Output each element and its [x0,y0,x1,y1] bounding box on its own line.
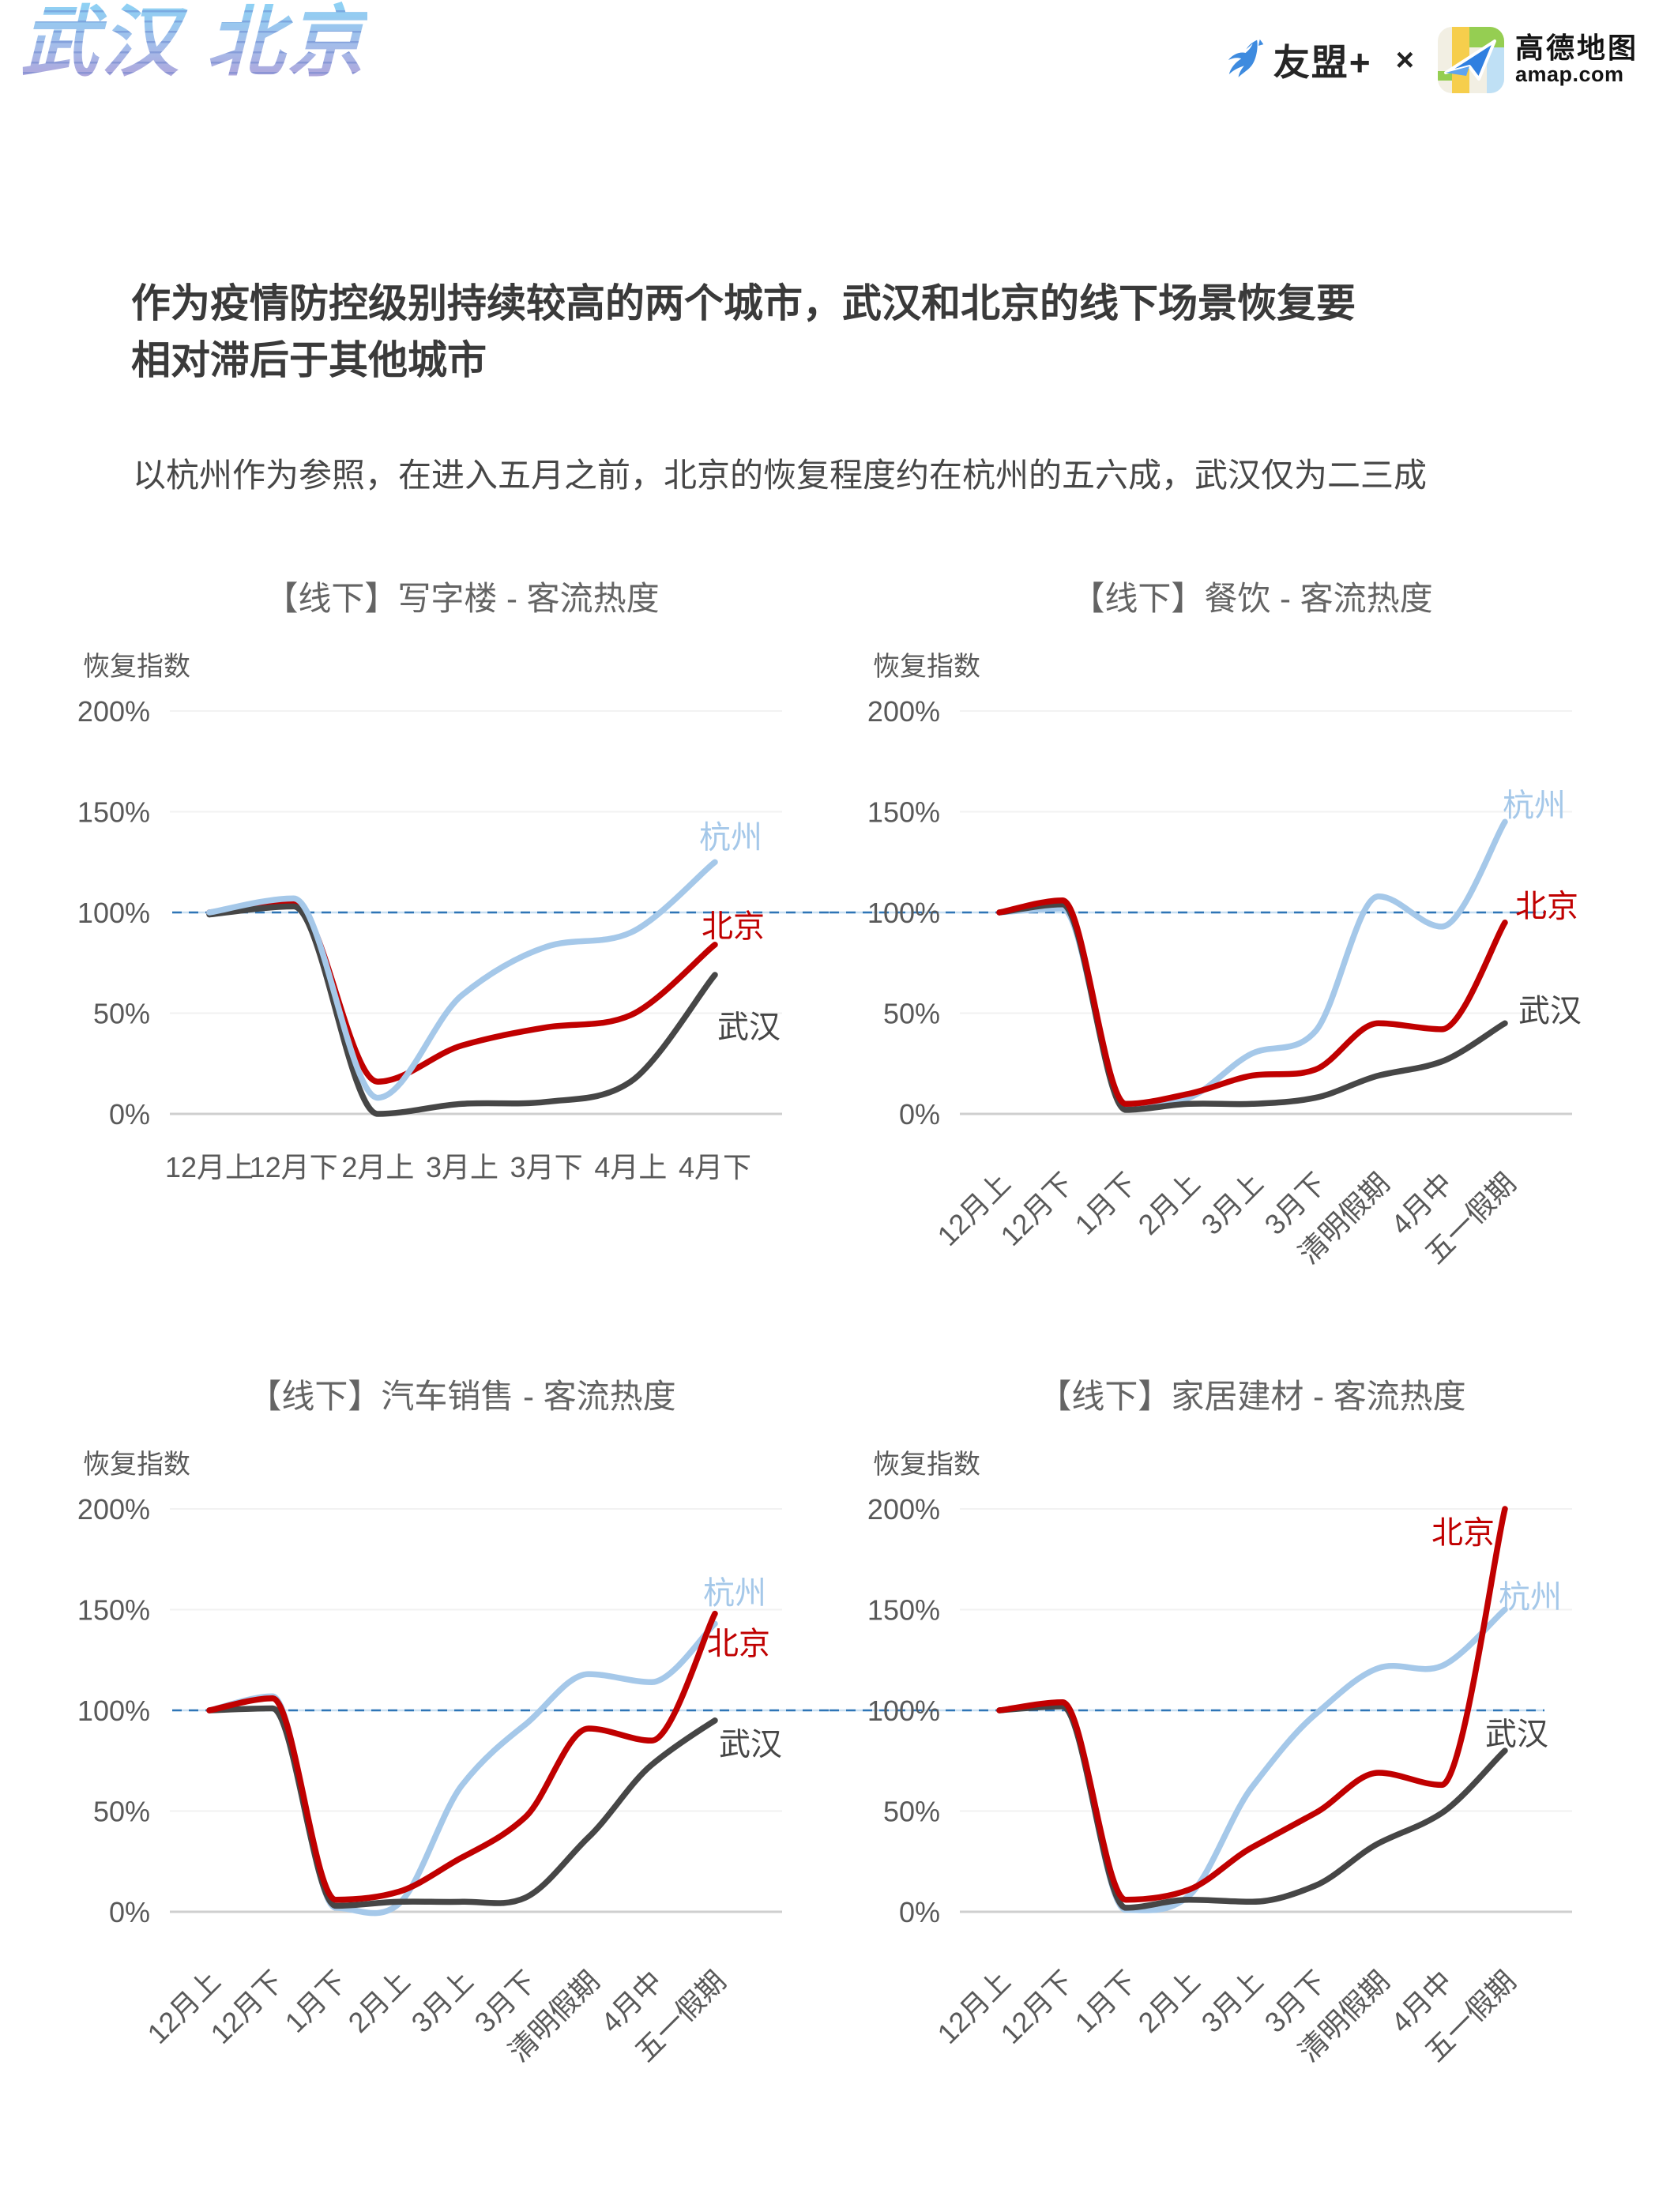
x-tick-label: 4月上 [594,1151,667,1183]
y-tick-label-100: 100% [867,1695,940,1727]
x-tick-label: 3月上 [426,1151,498,1183]
series-line-北京 [206,1610,718,1903]
series-label-北京: 北京 [1515,889,1578,924]
y-tick-label-100: 100% [77,1695,150,1727]
y-axis-label: 恢复指数 [83,652,190,682]
chart-home-building-traffic: 200%150%100%50%0%12月上12月下1月下2月上3月上3月下清明假… [830,1378,1572,2067]
y-tick-label-150: 150% [77,796,150,829]
amap-logo-title: 高德地图 [1514,32,1638,65]
y-tick-label-50: 50% [93,998,150,1030]
series-line-武汉 [996,1703,1508,1911]
chart-title: 【线下】写字楼 - 客流热度 [265,580,659,617]
y-tick-label-150: 150% [867,796,940,829]
y-tick-label-100: 100% [77,897,150,929]
series-label-武汉: 武汉 [1518,994,1582,1029]
chart-auto-sales-traffic: 200%150%100%50%0%12月上12月下1月下2月上3月上3月下清明假… [77,1378,830,2067]
y-tick-label-200: 200% [77,1493,150,1525]
x-tick-label: 3月上 [1195,1167,1270,1241]
chart-title: 【线下】汽车销售 - 客流热度 [248,1378,675,1415]
chart-title: 【线下】餐饮 - 客流热度 [1071,580,1432,617]
charts-grid: 200% 150% 100% 50% 0% 12月上 12月下 2月上 3月上 3月下 4月上 4月下… [40,545,1620,2149]
subheadline: 以杭州作为参照，在进入五月之前，北京的恢复程度约在杭州的五六成，武汉仅为二三成 [133,457,1428,494]
y-tick-label-150: 150% [77,1594,150,1627]
x-tick-label: 2月上 [342,1965,416,2039]
series-line-武汉 [206,903,718,1117]
series-line-北京 [996,1506,1508,1903]
series-line-北京 [206,899,718,1085]
amap-logo: 高德地图 amap.com [1437,27,1638,93]
series-label-武汉: 武汉 [717,1010,781,1044]
logo-separator-icon: × [1395,42,1414,77]
x-tick-label: 2月上 [341,1151,414,1183]
chart-dining-traffic: 200%150%100%50%0%12月上12月下1月下2月上3月上3月下清明假… [830,580,1582,1270]
y-tick-label-150: 150% [867,1594,940,1627]
amap-logo-text: 高德地图 amap.com [1515,33,1638,86]
series-line-杭州 [996,1606,1508,1913]
y-tick-label-50: 50% [883,998,940,1030]
series-label-杭州: 杭州 [699,821,762,856]
series-label-杭州: 杭州 [703,1576,766,1611]
x-tick-label: 4月下 [679,1151,751,1183]
y-axis-label: 恢复指数 [873,1450,980,1480]
series-label-杭州: 杭州 [1499,1580,1562,1615]
series-label-杭州: 杭州 [1503,788,1566,823]
x-tick-label: 3月下 [510,1151,583,1183]
header-logos: 友盟+ × 高德地图 amap.com [1220,27,1638,93]
series-label-北京: 北京 [707,1627,770,1661]
umeng-logo: 友盟+ [1220,34,1372,86]
y-axis-label: 恢复指数 [873,652,980,682]
x-tick-label: 3月上 [1195,1965,1270,2039]
y-tick-label-0: 0% [899,1098,940,1130]
y-tick-label-50: 50% [93,1796,150,1828]
x-tick-label: 12月下 [250,1151,338,1183]
y-axis-label: 恢复指数 [83,1450,190,1480]
series-line-北京 [996,897,1508,1108]
umeng-bird-icon [1228,39,1264,77]
series-line-杭州 [206,859,718,1101]
x-tick-label: 3月上 [405,1965,480,2039]
series-line-武汉 [996,901,1508,1113]
x-tick-label: 12月下 [994,1965,1079,2050]
y-tick-label-200: 200% [77,695,150,728]
series-label-北京: 北京 [1431,1516,1495,1551]
x-tick-label: 1月下 [1069,1965,1143,2039]
amap-logo-subtitle: amap.com [1514,62,1624,87]
series-line-杭州 [206,1620,718,1917]
series-label-北京: 北京 [702,909,765,944]
x-tick-label: 12月上 [165,1151,254,1183]
x-tick-label: 12月下 [204,1965,289,2050]
x-tick-label: 2月上 [1132,1965,1206,2039]
series-label-武汉: 武汉 [1485,1717,1548,1752]
headline: 作为疫情防控级别持续较高的两个城市，武汉和北京的线下场景恢复要 相对滞后于其他城… [131,281,1356,382]
amap-logo-icon [1437,27,1504,93]
umeng-logo-label: 友盟+ [1273,42,1372,83]
x-tick-label: 1月下 [1069,1167,1143,1241]
series-label-武汉: 武汉 [719,1727,782,1762]
y-tick-label-0: 0% [109,1896,150,1928]
y-tick-label-200: 200% [867,1493,940,1525]
chart-title: 【线下】家居建材 - 客流热度 [1038,1378,1465,1415]
y-tick-label-0: 0% [109,1098,150,1130]
x-tick-label: 1月下 [279,1965,353,2039]
y-tick-label-0: 0% [899,1896,940,1928]
y-tick-label-50: 50% [883,1796,940,1828]
page-title: 武汉 北京 [21,0,368,85]
x-tick-label: 2月上 [1132,1167,1206,1241]
y-tick-label-200: 200% [867,695,940,728]
x-tick-label: 12月下 [994,1167,1079,1252]
y-tick-label-100: 100% [867,897,940,929]
